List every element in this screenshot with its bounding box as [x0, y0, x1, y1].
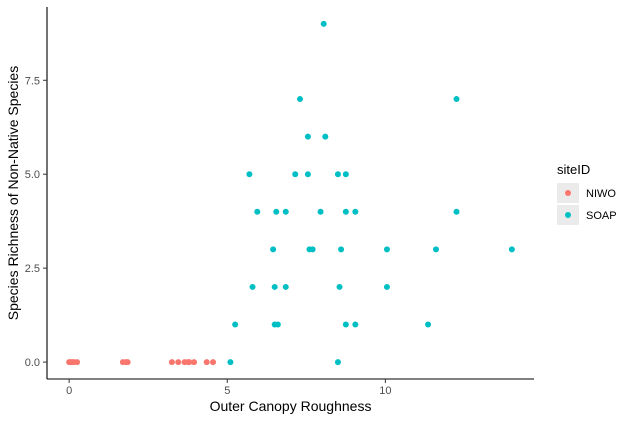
data-point-soap [309, 246, 316, 253]
data-point-soap [317, 208, 324, 215]
data-point-soap [232, 321, 239, 328]
y-axis-ticks: 0.0 2.5 5.0 7.5 [25, 75, 47, 369]
y-axis-title: Species Richness of Non-Native Species [5, 66, 21, 320]
y-tick-label: 0.0 [25, 357, 40, 369]
legend-marker-soap [565, 212, 571, 218]
data-point-niwo [124, 359, 131, 366]
data-point-soap [274, 321, 281, 328]
data-point-soap [320, 20, 327, 27]
legend-marker-niwo [565, 190, 571, 196]
x-tick-label: 5 [224, 385, 230, 397]
y-tick-label: 7.5 [25, 75, 40, 87]
data-point-niwo [203, 359, 210, 366]
data-point-niwo [175, 359, 182, 366]
data-point-soap [383, 283, 390, 290]
legend: siteID NIWO SOAP [557, 162, 617, 225]
axes: 0 5 10 0.0 2.5 5.0 7.5 [25, 7, 534, 397]
data-point-soap [304, 171, 311, 178]
data-point-soap [273, 208, 280, 215]
data-point-soap [254, 208, 261, 215]
data-point-soap [342, 208, 349, 215]
data-point-soap [342, 171, 349, 178]
data-point-soap [227, 359, 234, 366]
data-point-soap [282, 208, 289, 215]
data-point-niwo [186, 359, 193, 366]
data-point-niwo [168, 359, 175, 366]
data-point-soap [453, 96, 460, 103]
data-point-soap [304, 133, 311, 140]
data-point-soap [352, 321, 359, 328]
legend-title: siteID [557, 162, 590, 177]
data-point-soap [338, 246, 345, 253]
data-point-soap [270, 246, 277, 253]
data-point-soap [322, 133, 329, 140]
data-point-soap [292, 171, 299, 178]
data-point-soap [508, 246, 515, 253]
data-point-soap [425, 321, 432, 328]
x-axis-title: Outer Canopy Roughness [210, 398, 372, 414]
data-point-soap [271, 283, 278, 290]
data-point-soap [282, 283, 289, 290]
data-point-niwo [74, 359, 81, 366]
x-axis-ticks: 0 5 10 [66, 379, 391, 397]
x-tick-label: 0 [66, 385, 72, 397]
legend-label-niwo: NIWO [586, 188, 616, 200]
data-point-soap [334, 359, 341, 366]
data-point-soap [249, 283, 256, 290]
y-tick-label: 5.0 [25, 169, 40, 181]
data-point-soap [246, 171, 253, 178]
data-point-soap [296, 96, 303, 103]
data-point-soap [383, 246, 390, 253]
data-point-soap [334, 171, 341, 178]
x-tick-label: 10 [379, 385, 391, 397]
y-tick-label: 2.5 [25, 263, 40, 275]
data-point-niwo [210, 359, 217, 366]
legend-label-soap: SOAP [586, 210, 617, 222]
data-point-soap [352, 208, 359, 215]
data-point-soap [336, 283, 343, 290]
data-point-soap [453, 208, 460, 215]
data-points [66, 20, 515, 366]
data-point-niwo [191, 359, 198, 366]
data-point-soap [432, 246, 439, 253]
data-point-soap [342, 321, 349, 328]
